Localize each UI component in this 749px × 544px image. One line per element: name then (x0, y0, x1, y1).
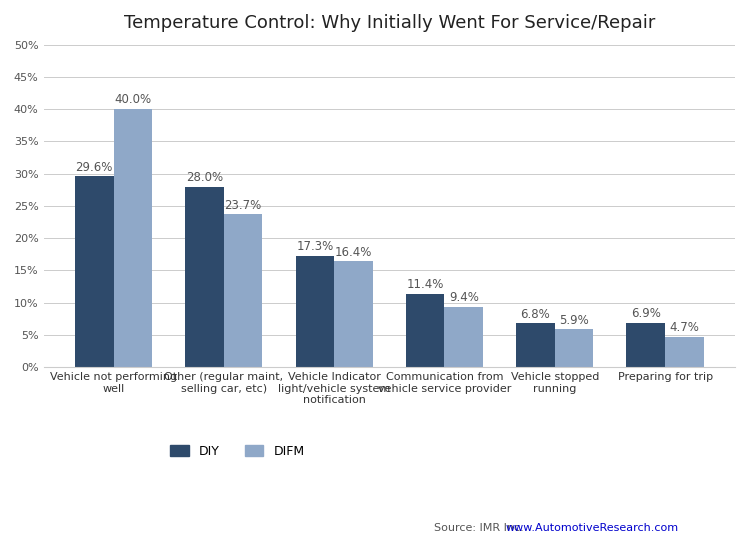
Bar (516, 323, 555, 367)
Bar (334, 261, 373, 367)
Text: 6.8%: 6.8% (521, 308, 551, 321)
Bar (114, 109, 152, 367)
Text: 17.3%: 17.3% (296, 240, 333, 253)
Bar (296, 256, 334, 367)
Text: Source: IMR Inc.: Source: IMR Inc. (434, 523, 531, 533)
Text: www.AutomotiveResearch.com: www.AutomotiveResearch.com (506, 523, 679, 533)
Text: 28.0%: 28.0% (186, 171, 223, 184)
Text: 16.4%: 16.4% (335, 246, 372, 259)
Text: 9.4%: 9.4% (449, 291, 479, 304)
Bar (626, 323, 665, 367)
Bar (224, 214, 262, 367)
Bar (444, 306, 483, 367)
Text: 40.0%: 40.0% (115, 94, 151, 107)
Text: 4.7%: 4.7% (670, 322, 700, 334)
Text: 5.9%: 5.9% (560, 313, 589, 326)
Bar (185, 187, 224, 367)
Text: 6.9%: 6.9% (631, 307, 661, 320)
Legend: DIY, DIFM: DIY, DIFM (170, 444, 304, 458)
Bar (406, 294, 444, 367)
Text: 11.4%: 11.4% (407, 278, 444, 291)
Bar (665, 337, 703, 367)
Bar (555, 329, 593, 367)
Text: 23.7%: 23.7% (225, 199, 262, 212)
Bar (75, 176, 114, 367)
Title: Temperature Control: Why Initially Went For Service/Repair: Temperature Control: Why Initially Went … (124, 14, 655, 32)
Text: 29.6%: 29.6% (76, 160, 113, 174)
